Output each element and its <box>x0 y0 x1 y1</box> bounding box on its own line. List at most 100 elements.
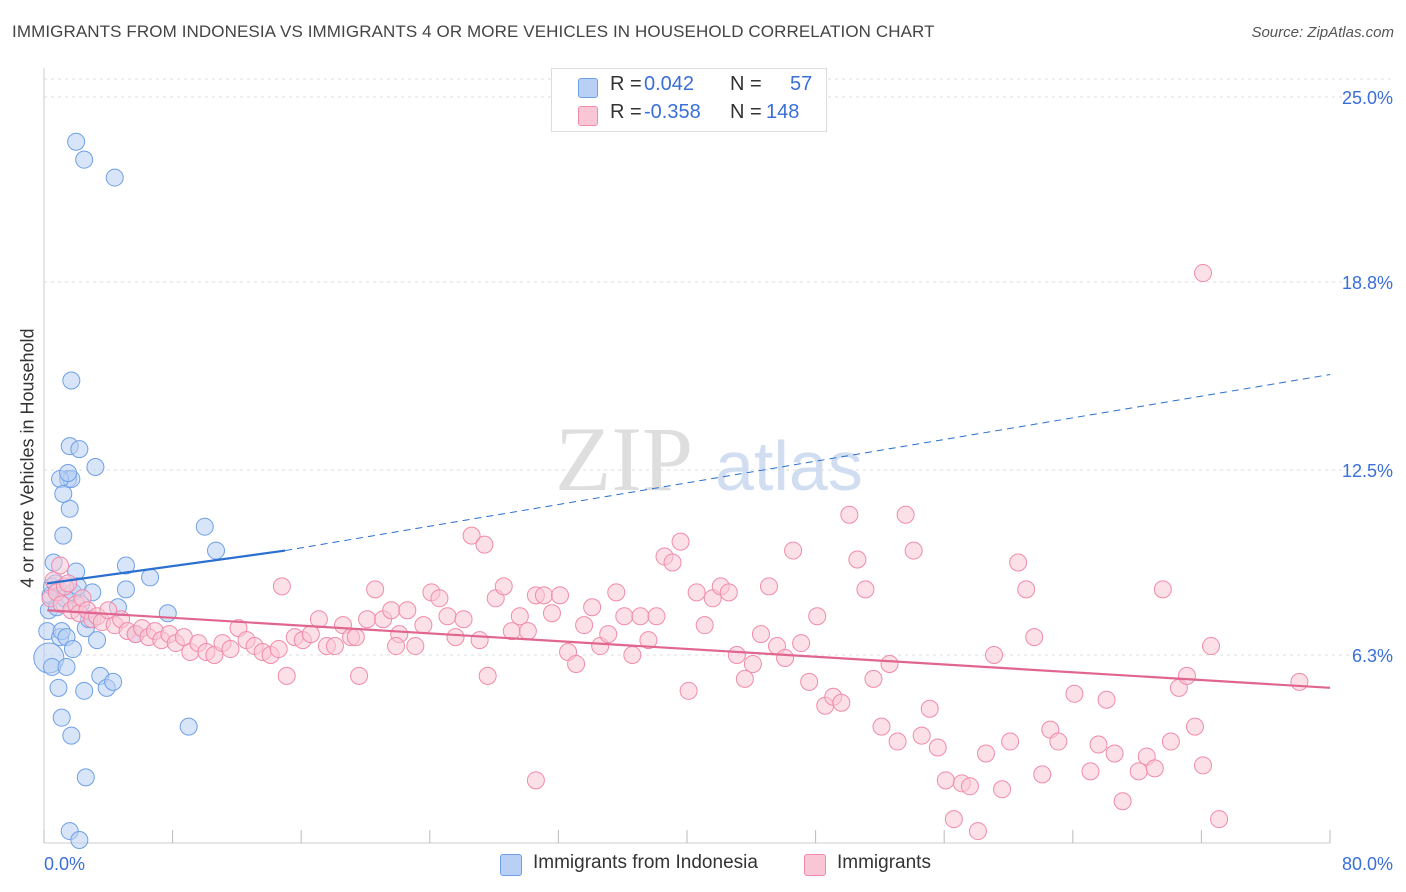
immigrants-point <box>1009 553 1028 572</box>
immigrants-point <box>663 553 682 572</box>
immigrants-point <box>358 610 377 629</box>
immigrants-point <box>269 640 288 659</box>
immigrants-point <box>743 654 762 673</box>
immigrants-point <box>430 589 449 608</box>
immigrants-point <box>1161 732 1180 751</box>
immigrants-point <box>387 637 406 656</box>
indonesia-point <box>49 678 68 697</box>
immigrants-point <box>446 628 465 647</box>
x-tick-label: 80.0% <box>1342 854 1393 874</box>
correlation-legend: R = 0.042 N = 57 R = -0.358 N = 148 <box>551 68 827 132</box>
immigrants-point <box>542 604 561 623</box>
immigrants-point <box>896 505 915 524</box>
indonesia-point <box>60 499 79 518</box>
immigrants-point <box>864 669 883 688</box>
legend-n-value: 57 <box>790 73 813 95</box>
immigrants-point <box>1202 637 1221 656</box>
y-tick-label: 6.3% <box>1352 646 1393 666</box>
immigrants-point <box>1177 666 1196 685</box>
indonesia-point <box>70 831 89 850</box>
indonesia-point <box>54 484 73 503</box>
immigrants-point <box>526 771 545 790</box>
immigrants-point <box>679 681 698 700</box>
immigrants-point <box>1210 810 1229 829</box>
immigrants-point <box>301 625 320 644</box>
immigrants-point <box>936 771 955 790</box>
immigrants-point <box>346 628 365 647</box>
indonesia-point <box>104 672 123 691</box>
immigrants-point <box>759 577 778 596</box>
immigrants-point <box>277 666 296 685</box>
axes <box>43 68 1331 844</box>
indonesia-point <box>86 458 105 477</box>
immigrants-point <box>350 666 369 685</box>
immigrants-point <box>1145 759 1164 778</box>
immigrants-point <box>1153 580 1172 599</box>
tick-labels: 6.3% 12.5% 18.8% 25.0% 0.0% 80.0% <box>44 88 1393 874</box>
indonesia-trend-solid <box>47 549 286 585</box>
indonesia-point <box>63 640 82 659</box>
immigrants-point <box>840 505 859 524</box>
immigrants-point <box>1097 690 1116 709</box>
immigrants-point <box>1113 792 1132 811</box>
immigrants-point <box>470 631 489 650</box>
series-immigrants-points <box>41 264 1309 841</box>
immigrants-point <box>800 672 819 691</box>
immigrants-point <box>534 586 553 605</box>
immigrants-point <box>976 744 995 763</box>
immigrants-point <box>1001 732 1020 751</box>
indonesia-point <box>179 717 198 736</box>
indonesia-point <box>75 681 94 700</box>
immigrants-point <box>735 669 754 688</box>
legend-r-value: -0.358 <box>644 101 701 123</box>
grid-lines <box>44 78 1395 656</box>
immigrants-point <box>856 580 875 599</box>
immigrants-point <box>808 607 827 626</box>
trend-lines <box>47 374 1331 689</box>
immigrants-point <box>475 535 494 554</box>
legend-n-value: 148 <box>766 101 800 123</box>
indonesia-point <box>54 526 73 545</box>
immigrants-point <box>880 654 899 673</box>
indonesia-point <box>70 440 89 459</box>
immigrants-point <box>1194 264 1213 283</box>
immigrants-point <box>695 616 714 635</box>
immigrants-trend <box>47 609 1331 689</box>
immigrants-point <box>1033 765 1052 784</box>
indonesia-point <box>116 556 135 575</box>
immigrants-point <box>51 556 70 575</box>
watermark-zip: ZIP <box>555 408 693 510</box>
immigrants-point <box>438 607 457 626</box>
immigrants-point <box>776 648 795 667</box>
immigrants-point <box>1194 756 1213 775</box>
y-tick-label: 18.8% <box>1342 273 1393 293</box>
immigrants-point <box>309 610 328 629</box>
indonesia-point <box>141 568 160 587</box>
legend-swatch-blue <box>578 78 598 98</box>
series-indonesia-points <box>33 132 226 850</box>
immigrants-point <box>751 625 770 644</box>
immigrants-point <box>607 583 626 602</box>
bottom-legend-swatch-blue <box>500 854 522 876</box>
immigrants-point <box>1049 732 1068 751</box>
immigrants-point <box>325 637 344 656</box>
immigrants-point <box>454 610 473 629</box>
immigrants-point <box>518 622 537 641</box>
immigrants-point <box>615 607 634 626</box>
immigrants-point <box>888 732 907 751</box>
immigrants-point <box>647 607 666 626</box>
y-tick-label: 25.0% <box>1342 88 1393 108</box>
immigrants-point <box>1081 762 1100 781</box>
immigrants-point <box>478 666 497 685</box>
immigrants-point <box>639 631 658 650</box>
immigrants-point <box>398 601 417 620</box>
bottom-legend-swatch-pink <box>804 854 826 876</box>
immigrants-point <box>968 822 987 841</box>
indonesia-point <box>57 657 76 676</box>
immigrants-point <box>575 616 594 635</box>
indonesia-point <box>207 541 226 560</box>
immigrants-point <box>912 726 931 745</box>
indonesia-point <box>105 168 124 187</box>
y-axis-label: 4 or more Vehicles in Household <box>17 328 38 588</box>
